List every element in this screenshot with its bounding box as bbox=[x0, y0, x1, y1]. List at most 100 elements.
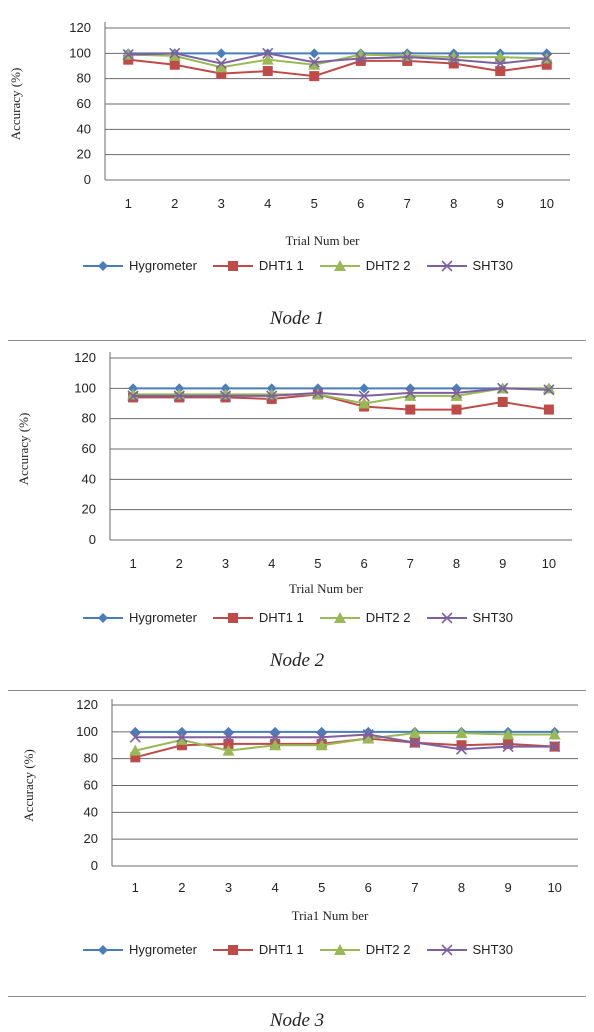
data-point bbox=[502, 728, 515, 740]
data-point bbox=[543, 404, 554, 415]
divider-line bbox=[8, 340, 586, 341]
legend-item: Hygrometer bbox=[81, 610, 197, 625]
x-tick-label: 2 bbox=[176, 556, 183, 571]
legend-swatch bbox=[83, 944, 123, 955]
series-dht11 bbox=[123, 54, 552, 82]
x-tick-label: 10 bbox=[540, 196, 554, 211]
x-tick-label: 9 bbox=[497, 196, 504, 211]
data-point bbox=[127, 390, 139, 402]
data-point bbox=[495, 66, 506, 77]
legend-swatch bbox=[319, 611, 360, 623]
data-point bbox=[176, 731, 188, 743]
data-point bbox=[261, 53, 274, 65]
legend-label: Hygrometer bbox=[129, 258, 197, 273]
x-tick-label: 6 bbox=[365, 880, 372, 895]
data-point bbox=[448, 54, 460, 66]
legend-item: SHT30 bbox=[425, 942, 513, 957]
x-tick-label: 7 bbox=[411, 880, 418, 895]
series-dht22 bbox=[129, 727, 561, 756]
x-tick-label: 3 bbox=[225, 880, 232, 895]
data-point bbox=[222, 731, 235, 743]
data-point bbox=[175, 733, 188, 745]
data-point bbox=[450, 389, 463, 401]
y-tick-label: 120 bbox=[69, 20, 91, 35]
x-tick-label: 5 bbox=[311, 196, 318, 211]
data-point bbox=[358, 397, 371, 409]
series-line bbox=[133, 387, 549, 405]
data-point bbox=[129, 744, 142, 756]
y-tick-label: 60 bbox=[82, 441, 96, 456]
y-tick-label: 0 bbox=[89, 532, 96, 547]
legend-label: DHT1 1 bbox=[258, 258, 304, 273]
x-tick-label: 10 bbox=[542, 556, 556, 571]
x-tick-label: 4 bbox=[271, 880, 278, 895]
data-point bbox=[308, 56, 320, 68]
data-point bbox=[455, 727, 468, 739]
legend-label: DHT1 1 bbox=[258, 942, 304, 957]
data-point bbox=[315, 739, 328, 751]
data-point bbox=[309, 48, 320, 59]
x-axis-title: Trial Num ber bbox=[289, 581, 364, 596]
series-line bbox=[128, 58, 547, 78]
data-point bbox=[401, 51, 413, 63]
legend-label: SHT30 bbox=[472, 258, 513, 273]
data-point bbox=[216, 68, 227, 79]
legend-item: DHT2 2 bbox=[318, 942, 411, 957]
data-point bbox=[308, 58, 321, 70]
data-point bbox=[223, 726, 234, 737]
chart-caption-node-1: Node 1 bbox=[269, 308, 325, 329]
series-line bbox=[128, 52, 547, 65]
legend-marker bbox=[440, 259, 453, 272]
legend-marker bbox=[333, 943, 346, 955]
series-sht30 bbox=[129, 728, 561, 755]
legend-marker bbox=[440, 611, 453, 624]
x-tick-label: 6 bbox=[360, 556, 367, 571]
legend-label: Hygrometer bbox=[129, 610, 197, 625]
legend-label: Hygrometer bbox=[129, 942, 197, 957]
data-point bbox=[122, 49, 134, 61]
data-point bbox=[316, 726, 327, 737]
data-point bbox=[266, 383, 277, 394]
data-point bbox=[405, 404, 416, 415]
y-tick-label: 20 bbox=[77, 147, 91, 162]
legend-label: DHT2 2 bbox=[365, 258, 411, 273]
data-point bbox=[316, 731, 328, 743]
x-tick-label: 6 bbox=[357, 196, 364, 211]
x-tick-label: 1 bbox=[125, 196, 132, 211]
data-point bbox=[405, 383, 416, 394]
legend-label: SHT30 bbox=[472, 610, 513, 625]
data-point bbox=[451, 404, 462, 415]
data-point bbox=[269, 731, 281, 743]
data-point bbox=[173, 390, 185, 402]
legend-swatch bbox=[319, 259, 360, 271]
data-point bbox=[130, 752, 141, 763]
legend-label: DHT2 2 bbox=[365, 942, 411, 957]
data-point bbox=[168, 49, 181, 61]
data-point bbox=[543, 384, 555, 396]
legend-node-3: Hygrometer DHT1 1 DHT2 2 SHT30 bbox=[0, 942, 594, 957]
data-point bbox=[494, 57, 506, 70]
divider-line bbox=[8, 690, 586, 691]
x-axis-title: Tria1 Num ber bbox=[292, 908, 369, 923]
x-tick-label: 5 bbox=[314, 556, 321, 571]
legend-swatch bbox=[212, 260, 253, 271]
series-line bbox=[135, 732, 555, 752]
y-axis-title: Accuracy (%) bbox=[8, 68, 23, 141]
y-tick-label: 0 bbox=[91, 858, 98, 873]
x-tick-label: 7 bbox=[404, 196, 411, 211]
data-point bbox=[354, 48, 367, 60]
data-point bbox=[402, 55, 413, 66]
data-point bbox=[450, 387, 463, 399]
data-point bbox=[215, 57, 227, 70]
legend-marker bbox=[227, 260, 238, 271]
series-sht30 bbox=[122, 47, 553, 70]
y-tick-label: 20 bbox=[84, 831, 98, 846]
x-tick-label: 2 bbox=[171, 196, 178, 211]
x-tick-label: 9 bbox=[504, 880, 511, 895]
chart-node-1: 0 20 40 60 80 100 120 Accuracy (%) 1 2 3 4 5 6 7 8 9 10 Tr… bbox=[8, 20, 570, 248]
x-tick-label: 8 bbox=[458, 880, 465, 895]
data-point bbox=[548, 728, 561, 740]
y-tick-label: 40 bbox=[77, 121, 91, 136]
legend-swatch bbox=[83, 260, 123, 271]
data-point bbox=[355, 55, 366, 66]
